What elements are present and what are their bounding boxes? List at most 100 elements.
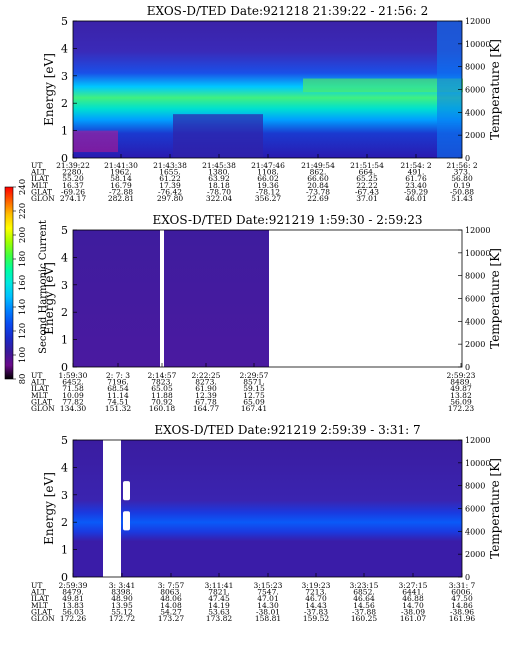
annotation-value: 51.43	[451, 194, 473, 203]
annotation-value: 20.84	[307, 181, 329, 190]
annotation-row-label: GLON	[31, 194, 55, 203]
annotation-value: 14.56	[353, 601, 375, 610]
annotation-value: 8489.	[450, 378, 471, 387]
y-right-tick-label: 6000	[465, 86, 485, 95]
annotation-value: 172.72	[109, 614, 135, 623]
annotation-value: 2280.	[62, 168, 83, 177]
annotation-value: 6441.	[402, 588, 423, 597]
annotation-value: 3:15:23	[254, 581, 283, 590]
annotation-value: 55.12	[111, 607, 133, 616]
spectrogram-lowband	[73, 130, 118, 153]
annotation-value: 7823.	[151, 378, 172, 387]
annotation-value: 14.19	[208, 601, 230, 610]
annotation-row-label: GLAT	[31, 187, 52, 196]
annotation-value: 7547.	[257, 588, 278, 597]
annotation-value: 14.43	[305, 601, 327, 610]
annotation-value: 47.50	[451, 594, 473, 603]
y-tick-label: 1	[61, 125, 68, 138]
annotation-value: 3: 3:41	[109, 581, 136, 590]
annotation-value: -50.88	[450, 187, 474, 196]
y-tick-label: 5	[61, 434, 68, 447]
annotation-value: 17.39	[159, 181, 181, 190]
y-tick-label: 3	[61, 70, 68, 83]
y-tick-label: 1	[61, 544, 68, 557]
y-right-axis-label: Temperature [K]	[488, 39, 502, 140]
annotation-value: 68.54	[107, 384, 129, 393]
annotation-value: 21:47:46	[251, 161, 285, 170]
annotation-value: 164.77	[193, 404, 219, 413]
annotation-value: 21:41:30	[104, 161, 138, 170]
annotation-value: 3:27:15	[399, 581, 428, 590]
y-right-tick-label: 0	[465, 154, 470, 163]
annotation-value: -37.83	[304, 607, 328, 616]
panel-3: EXOS-D/TED Date:921219 2:59:39 - 3:31: 7…	[30, 423, 502, 623]
annotation-value: 167.41	[241, 404, 267, 413]
spectrogram-field	[73, 440, 462, 577]
colorbar-tick-label: 220	[18, 203, 28, 219]
annotation-value: 274.17	[60, 194, 86, 203]
annotation-value: 151.32	[105, 404, 131, 413]
annotation-value: 8398.	[111, 588, 132, 597]
annotation-value: 158.81	[255, 614, 281, 623]
data-gap	[123, 481, 130, 501]
annotation-value: 47.01	[257, 594, 278, 603]
annotation-value: 77.82	[62, 397, 84, 406]
colorbar-tick-label: 200	[18, 227, 28, 243]
y-tick-label: 2	[61, 306, 68, 319]
annotation-value: 10.09	[62, 391, 84, 400]
annotation-row-label: ILAT	[31, 384, 49, 393]
annotation-value: 134.30	[60, 404, 86, 413]
annotation-value: 7821.	[208, 588, 229, 597]
annotation-row-label: ILAT	[31, 174, 49, 183]
annotation-value: 373.	[454, 168, 471, 177]
annotation-value: 53.63	[208, 607, 230, 616]
annotation-value: -67.43	[355, 187, 379, 196]
annotation-row-label: GLON	[31, 614, 55, 623]
data-gap	[160, 230, 164, 367]
annotation-value: 16.37	[62, 181, 84, 190]
y-right-tick-label: 6000	[465, 295, 485, 304]
y-right-tick-label: 12000	[465, 226, 490, 235]
annotation-value: 12.39	[195, 391, 217, 400]
annotation-value: 2:29:57	[240, 371, 269, 380]
annotation-value: 491.	[408, 168, 425, 177]
y-tick-label: 5	[61, 15, 68, 28]
y-right-axis-label: Temperature [K]	[488, 458, 502, 559]
annotation-value: 65.25	[356, 174, 378, 183]
annotation-value: 21:45:38	[202, 161, 236, 170]
y-right-tick-label: 4000	[465, 527, 485, 536]
annotation-value: 1108.	[257, 168, 278, 177]
y-right-tick-label: 10000	[465, 249, 490, 258]
annotation-row-label: GLAT	[31, 607, 52, 616]
y-tick-label: 4	[61, 461, 68, 474]
annotation-value: 58.14	[110, 174, 132, 183]
annotation-value: 297.80	[157, 194, 183, 203]
annotation-value: 48.90	[111, 594, 133, 603]
annotation-value: 22.69	[307, 194, 329, 203]
annotation-value: 0.19	[454, 181, 471, 190]
annotation-value: 56.03	[62, 607, 84, 616]
y-right-tick-label: 0	[465, 573, 470, 582]
y-right-tick-label: 2000	[465, 131, 485, 140]
annotation-row-label: ALT	[30, 588, 46, 597]
y-axis-label: Energy [eV]	[42, 262, 56, 335]
annotation-value: -38.96	[450, 607, 474, 616]
y-axis-label: Energy [eV]	[42, 53, 56, 126]
y-tick-label: 2	[61, 516, 68, 529]
y-tick-label: 4	[61, 42, 68, 55]
annotation-value: 2:59:23	[447, 371, 476, 380]
colorbar: 80 100 120 140 160 180 200 220 240 Second Harmoni…	[4, 179, 49, 384]
annotation-value: 65.09	[243, 397, 265, 406]
y-tick-label: 0	[61, 361, 68, 374]
panels: EXOS-D/TED Date:921218 21:39:22 - 21:56:…	[30, 4, 502, 623]
annotation-value: 67.78	[195, 397, 217, 406]
annotation-value: 161.96	[449, 614, 475, 623]
annotation-value: 21:49:54	[301, 161, 335, 170]
annotation-value: 1655.	[159, 168, 180, 177]
annotation-value: 56.09	[450, 397, 472, 406]
annotation-value: 8063.	[160, 588, 181, 597]
y-right-tick-label: 6000	[465, 505, 485, 514]
annotation-row-label: GLAT	[31, 397, 52, 406]
y-right-tick-label: 8000	[465, 272, 485, 281]
